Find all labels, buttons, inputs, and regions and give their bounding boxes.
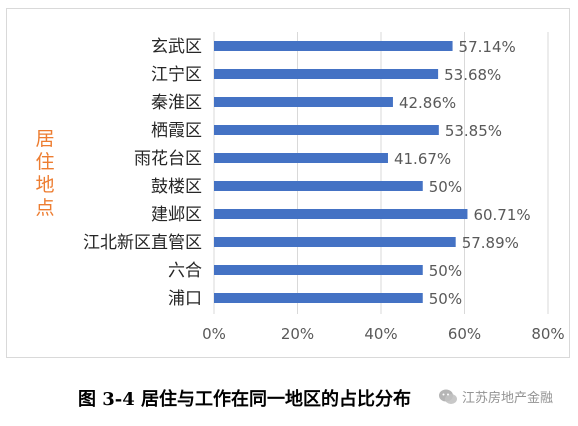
data-label: 41.67% [394,150,451,168]
category-label: 秦淮区 [151,93,202,113]
bar [214,237,456,247]
category-label: 栖霞区 [151,121,202,141]
wechat-icon [439,389,457,404]
bar [214,181,423,191]
data-label: 53.68% [444,66,501,84]
data-label: 60.71% [473,206,530,224]
bar [214,293,423,303]
bar [214,97,393,107]
bar [214,41,453,51]
y-axis-title: 居住地点 [35,128,55,219]
x-tick-label: 0% [202,325,226,343]
data-label: 57.89% [462,234,519,252]
data-label: 50% [429,262,462,280]
x-tick-label: 60% [448,325,481,343]
watermark: 江苏房地产金融 [438,387,553,406]
bar [214,153,388,163]
data-label: 50% [429,290,462,308]
x-tick-label: 80% [531,325,564,343]
category-label: 雨花台区 [134,149,202,169]
data-label: 57.14% [459,38,516,56]
x-tick-label: 40% [364,325,397,343]
figure-caption: 图 3-4 居住与工作在同一地区的占比分布 [78,389,412,410]
category-label: 六合 [168,261,202,281]
category-label: 建邺区 [151,205,202,225]
watermark-text: 江苏房地产金融 [462,391,554,406]
category-label: 鼓楼区 [151,177,202,197]
caption-row: 图 3-4 居住与工作在同一地区的占比分布 江苏房地产金融 [0,383,578,413]
bar-chart: 玄武区 57.14% 江宁区 53.68% 秦淮区 42.86% 栖霞区 53.85% 雨花台区… [83,32,565,343]
bar [214,125,439,135]
category-label: 江北新区直管区 [83,233,202,253]
x-tick-label: 20% [281,325,314,343]
data-label: 42.86% [399,94,456,112]
bar [214,209,468,219]
data-label: 53.85% [445,122,502,140]
bar [214,265,423,275]
category-label: 玄武区 [151,37,202,57]
category-label: 江宁区 [151,65,202,85]
data-label: 50% [429,178,462,196]
bar [214,69,439,79]
category-label: 浦口 [168,289,202,309]
